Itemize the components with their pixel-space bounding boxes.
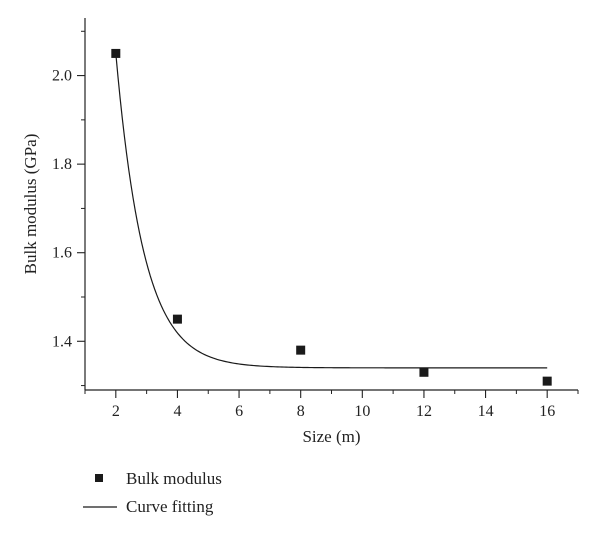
x-tick-label: 6 bbox=[235, 403, 243, 420]
legend: Bulk modulus Curve fitting bbox=[83, 469, 222, 516]
data-point bbox=[172, 314, 182, 324]
fit-curve bbox=[115, 53, 548, 369]
x-tick-label: 16 bbox=[539, 403, 555, 420]
x-tick-label: 14 bbox=[478, 403, 494, 420]
data-point bbox=[419, 367, 429, 377]
data-point bbox=[296, 345, 306, 355]
x-axis-title: Size (m) bbox=[302, 427, 360, 446]
y-tick-label: 1.6 bbox=[52, 245, 72, 262]
y-tick-label: 2.0 bbox=[52, 68, 72, 85]
data-point bbox=[111, 48, 121, 58]
data-point bbox=[542, 376, 552, 386]
x-tick-label: 8 bbox=[297, 403, 305, 420]
y-axis-title: Bulk modulus (GPa) bbox=[21, 134, 40, 275]
y-tick-label: 1.8 bbox=[52, 156, 72, 173]
legend-label-curve-fitting: Curve fitting bbox=[126, 497, 214, 516]
x-tick-label: 10 bbox=[354, 403, 370, 420]
y-tick-label: 1.4 bbox=[52, 333, 72, 350]
legend-label-bulk-modulus: Bulk modulus bbox=[126, 469, 222, 488]
x-tick-label: 4 bbox=[173, 403, 181, 420]
plot-area: 2 4 6 8 10 12 14 16 1.4 1.6 1.8 2.0 bbox=[52, 18, 579, 420]
x-tick-label: 12 bbox=[416, 403, 432, 420]
x-tick-label: 2 bbox=[112, 403, 120, 420]
legend-marker-bulk-modulus bbox=[95, 474, 103, 482]
